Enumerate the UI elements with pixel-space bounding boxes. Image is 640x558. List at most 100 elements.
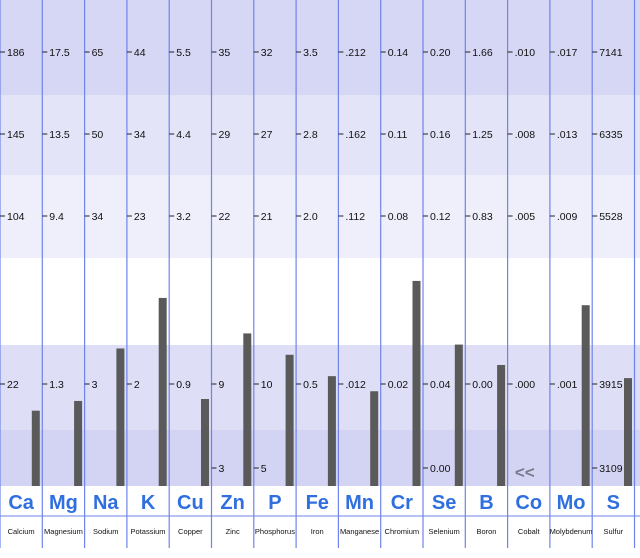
element-name: Manganese	[340, 527, 379, 536]
tick-label: 35	[219, 47, 231, 59]
tick-label: .112	[345, 211, 365, 223]
tick-label: 27	[261, 129, 273, 141]
element-symbol: K	[141, 492, 156, 514]
element-name: Iron	[311, 527, 324, 536]
tick-label: 0.5	[303, 379, 318, 391]
element-symbol: S	[607, 492, 620, 514]
tick-label: 0.02	[388, 379, 409, 391]
element-name: Zinc	[226, 527, 240, 536]
tick-label: 0.11	[388, 129, 408, 141]
tick-label: 2.8	[303, 129, 318, 141]
element-name: Potassium	[131, 527, 166, 536]
tick-label: 13.5	[49, 129, 70, 141]
tick-label: 0.14	[388, 47, 409, 59]
tick-label: .212	[345, 47, 366, 59]
element-name: Chromium	[385, 527, 420, 536]
bar-mo	[581, 305, 590, 486]
tick-label: .000	[515, 379, 536, 391]
tick-label: .008	[515, 129, 536, 141]
tick-label: 7141	[599, 47, 623, 59]
element-symbol: P	[268, 492, 281, 514]
tick-label: 3	[92, 379, 98, 391]
band-2	[0, 95, 640, 175]
element-symbol: Cu	[177, 492, 204, 514]
tick-label: 32	[261, 47, 273, 59]
band-4	[0, 258, 640, 345]
bar-k	[158, 297, 167, 486]
element-symbol: Se	[432, 492, 456, 514]
element-symbol: Fe	[306, 492, 329, 514]
element-name: Sodium	[93, 527, 118, 536]
tick-label: 9	[219, 379, 225, 391]
element-name: Copper	[178, 527, 203, 536]
element-symbol: Mn	[345, 492, 374, 514]
tick-label: 44	[134, 47, 146, 59]
element-name: Boron	[476, 527, 496, 536]
element-symbol: B	[479, 492, 493, 514]
band-3	[0, 175, 640, 258]
tick-label: 23	[134, 211, 146, 223]
tick-label: 2	[134, 379, 140, 391]
tick-label: 0.16	[430, 129, 451, 141]
tick-label: 9.4	[49, 211, 64, 223]
tick-label: 21	[261, 211, 273, 223]
tick-label: 50	[92, 129, 104, 141]
tick-label: .005	[515, 211, 536, 223]
tick-label: .017	[557, 47, 578, 59]
tick-label: 3915	[599, 379, 623, 391]
element-symbol: Ca	[8, 492, 34, 514]
bar-se	[454, 344, 463, 486]
bar-p	[285, 354, 294, 486]
tick-label: 0.20	[430, 47, 451, 59]
tick-label: .162	[345, 129, 366, 141]
tick-label: 29	[219, 129, 231, 141]
tick-label: .013	[557, 129, 578, 141]
tick-label: 3.5	[303, 47, 318, 59]
tick-label: 10	[261, 379, 273, 391]
bar-na	[116, 348, 125, 486]
tick-label: 65	[92, 47, 104, 59]
bar-cu	[201, 399, 209, 486]
bar-mg	[74, 400, 83, 486]
element-name: Phosphorus	[255, 527, 295, 536]
element-name: Sulfur	[604, 527, 624, 536]
tick-label: .012	[345, 379, 366, 391]
element-name: Molybdenum	[550, 527, 593, 536]
tick-marks: 1861451042217.513.59.41.3655034344342325…	[0, 47, 623, 475]
tick-label: .010	[515, 47, 536, 59]
tick-label: 1.25	[472, 129, 493, 141]
tick-label: .009	[557, 211, 578, 223]
tick-label: 2.0	[303, 211, 318, 223]
tick-label: 4.4	[176, 129, 191, 141]
tick-label: 0.08	[388, 211, 409, 223]
tick-label: 0.12	[430, 211, 451, 223]
tick-label: 3.2	[176, 211, 191, 223]
tick-label: 0.83	[472, 211, 493, 223]
bar-b	[497, 364, 506, 486]
tick-label: 6335	[599, 129, 623, 141]
tick-label: 3109	[599, 463, 623, 475]
tick-label: 34	[134, 129, 146, 141]
bar-mn	[370, 391, 379, 486]
label-area	[0, 486, 640, 558]
band-6	[0, 430, 640, 486]
bar-cr	[412, 280, 421, 486]
element-symbol: Mo	[557, 492, 586, 514]
tick-label: 1.66	[472, 47, 493, 59]
tick-label: 22	[7, 379, 19, 391]
tick-label: 0.9	[176, 379, 191, 391]
element-symbol: Na	[93, 492, 119, 514]
tick-label: 5528	[599, 211, 623, 223]
tick-label: 0.04	[430, 379, 451, 391]
bar-zn	[243, 333, 252, 486]
element-name: Magnesium	[44, 527, 83, 536]
element-name: Selenium	[429, 527, 460, 536]
element-symbol: Co	[515, 492, 542, 514]
element-name: Calcium	[8, 527, 35, 536]
tick-label: .001	[557, 379, 578, 391]
element-symbol: Zn	[220, 492, 244, 514]
tick-label: 34	[92, 211, 104, 223]
